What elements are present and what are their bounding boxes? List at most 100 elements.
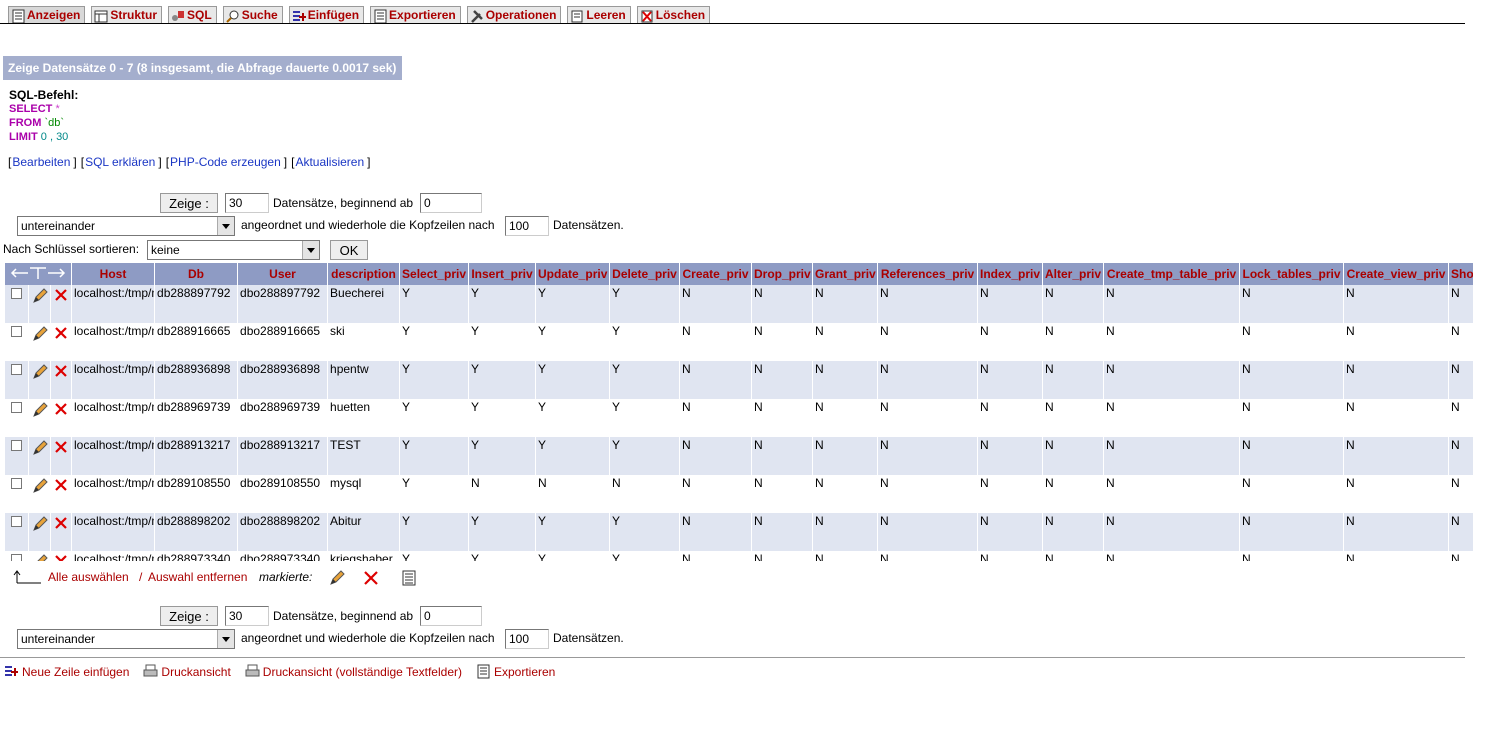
tab[interactable]: Leeren — [567, 6, 631, 24]
footer-link[interactable]: Druckansicht (vollständige Textfelder) — [245, 664, 462, 679]
tab-label: Exportieren — [389, 8, 456, 22]
column-header[interactable]: description — [328, 263, 400, 285]
column-header[interactable]: Create_view_priv — [1344, 263, 1449, 285]
tab[interactable]: Exportieren — [370, 6, 461, 24]
mode-select[interactable]: untereinander — [17, 629, 235, 649]
delete-icon[interactable] — [54, 440, 68, 454]
edit-icon[interactable] — [32, 364, 48, 380]
table-cell: db289108550 — [155, 475, 238, 513]
query-link[interactable]: Aktualisieren — [295, 155, 365, 169]
edit-icon[interactable] — [32, 402, 48, 418]
table-cell: Y — [536, 361, 610, 399]
row-checkbox[interactable] — [11, 326, 22, 337]
mode-select[interactable]: untereinander — [17, 216, 235, 236]
query-link[interactable]: Bearbeiten — [12, 155, 71, 169]
tab-icon — [292, 10, 306, 21]
sql-keyword: SELECT — [9, 103, 53, 115]
table-cell: N — [1104, 285, 1240, 323]
row-checkbox[interactable] — [11, 554, 22, 561]
row-checkbox[interactable] — [11, 402, 22, 413]
column-header[interactable]: Create_tmp_table_priv — [1104, 263, 1240, 285]
edit-selected[interactable] — [329, 570, 345, 586]
tab-icon — [470, 9, 483, 23]
footer-link[interactable]: Exportieren — [476, 664, 555, 679]
rows-input[interactable]: 30 — [225, 606, 269, 626]
delete-icon[interactable] — [54, 554, 68, 561]
footer-link[interactable]: Neue Zeile einfügen — [4, 664, 129, 679]
tab[interactable]: SQL — [168, 6, 217, 24]
row-checkbox[interactable] — [11, 516, 22, 527]
footer-link[interactable]: Druckansicht — [143, 664, 231, 679]
edit-icon[interactable] — [32, 326, 48, 342]
table-cell: N — [1449, 285, 1473, 323]
table-cell: N — [878, 285, 978, 323]
table-cell: Y — [536, 513, 610, 551]
column-header[interactable]: Alter_priv — [1043, 263, 1104, 285]
tab[interactable]: Operationen — [466, 6, 562, 24]
column-header[interactable]: Db — [155, 263, 238, 285]
show-button[interactable]: Zeige : — [160, 606, 218, 626]
column-header[interactable]: Host — [72, 263, 155, 285]
table-row: localhost:/tmp/mysql5.sockdb288916665dbo… — [5, 323, 1473, 361]
column-header[interactable]: References_priv — [878, 263, 978, 285]
query-link[interactable]: SQL erklären — [85, 155, 156, 169]
delete-icon[interactable] — [54, 288, 68, 302]
row-checkbox[interactable] — [11, 478, 22, 489]
column-header[interactable]: Show_view_priv — [1449, 263, 1473, 285]
table-cell: db288936898 — [155, 361, 238, 399]
show-button[interactable]: Zeige : — [160, 193, 218, 213]
delete-selected[interactable] — [363, 570, 379, 586]
delete-icon[interactable] — [54, 478, 68, 492]
column-header[interactable]: Delete_priv — [610, 263, 680, 285]
table-cell: kriegshaber — [328, 551, 400, 561]
start-input[interactable]: 0 — [420, 193, 482, 213]
table-cell: N — [978, 475, 1043, 513]
navigation-bottom: Zeige : 30 Datensätze, beginnend ab 0 untere… — [0, 606, 700, 651]
rows-input[interactable]: 30 — [225, 193, 269, 213]
edit-icon[interactable] — [32, 478, 48, 494]
delete-icon[interactable] — [54, 516, 68, 530]
sort-select[interactable]: keine — [147, 240, 320, 260]
end-label: Datensätzen. — [553, 631, 624, 645]
start-input[interactable]: 0 — [420, 606, 482, 626]
tab[interactable]: Suche — [222, 6, 283, 24]
row-checkbox[interactable] — [11, 364, 22, 375]
checkbox-cell — [5, 437, 28, 475]
tab-icon — [94, 10, 108, 22]
delete-icon[interactable] — [54, 326, 68, 340]
edit-icon[interactable] — [32, 288, 48, 304]
tab[interactable]: Löschen — [636, 6, 711, 24]
tab[interactable]: Struktur — [91, 6, 163, 24]
edit-icon[interactable] — [32, 516, 48, 532]
repeat-input[interactable]: 100 — [505, 216, 549, 236]
repeat-input[interactable]: 100 — [505, 629, 549, 649]
column-header[interactable]: Insert_priv — [469, 263, 536, 285]
table-cell: N — [878, 475, 978, 513]
export-selected[interactable] — [401, 570, 417, 586]
tab[interactable]: Anzeigen — [8, 6, 86, 24]
column-header[interactable]: Lock_tables_priv — [1240, 263, 1344, 285]
column-header[interactable]: Grant_priv — [813, 263, 878, 285]
row-checkbox[interactable] — [11, 288, 22, 299]
table-cell: dbo288897792 — [238, 285, 328, 323]
column-header[interactable]: Select_priv — [400, 263, 469, 285]
edit-icon[interactable] — [32, 440, 48, 456]
table-cell: N — [878, 513, 978, 551]
tab[interactable]: Einfügen — [288, 6, 365, 24]
table-cell: Y — [610, 361, 680, 399]
column-header[interactable]: Update_priv — [536, 263, 610, 285]
check-all[interactable]: Alle auswählen — [48, 570, 129, 584]
column-header[interactable]: User — [238, 263, 328, 285]
edit-icon[interactable] — [32, 554, 48, 561]
table-cell: N — [1104, 361, 1240, 399]
query-link[interactable]: PHP-Code erzeugen — [170, 155, 281, 169]
ok-button[interactable]: OK — [330, 240, 368, 260]
table-cell: Y — [400, 361, 469, 399]
uncheck-all[interactable]: Auswahl entfernen — [148, 570, 248, 584]
column-header[interactable]: Index_priv — [978, 263, 1043, 285]
row-checkbox[interactable] — [11, 440, 22, 451]
delete-icon[interactable] — [54, 402, 68, 416]
column-header[interactable]: Drop_priv — [752, 263, 813, 285]
delete-icon[interactable] — [54, 364, 68, 378]
column-header[interactable]: Create_priv — [680, 263, 752, 285]
